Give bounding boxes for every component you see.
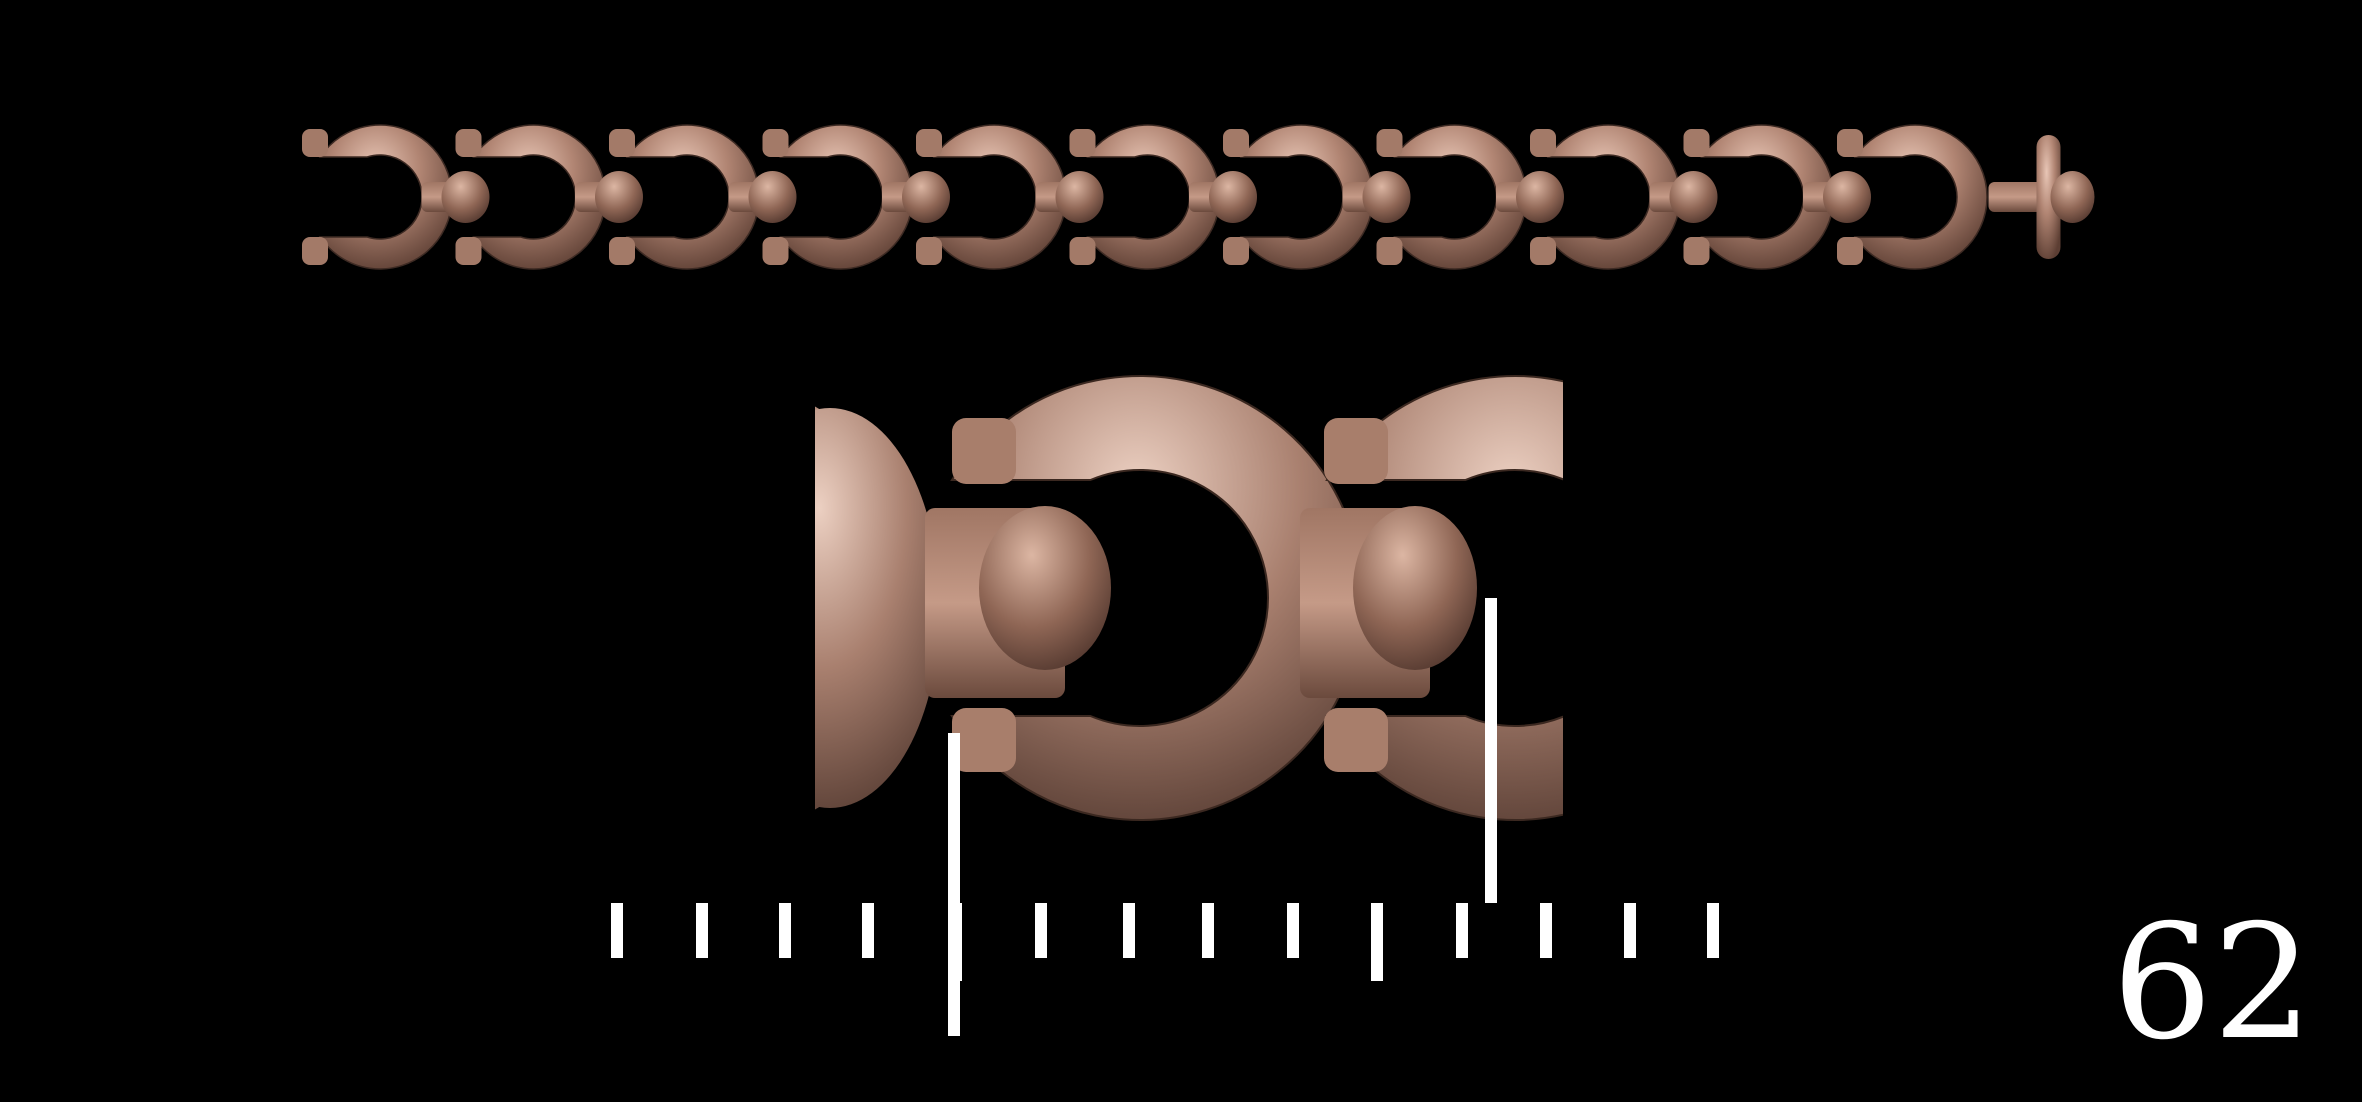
link-tip-bottom [762, 237, 789, 265]
scale-tick [1371, 903, 1383, 981]
link-tip-top [1530, 129, 1556, 157]
link-tip-bottom [916, 237, 942, 265]
link-tip-top [1683, 129, 1710, 157]
chain-end-piece [1988, 135, 2095, 259]
link-tip-bottom [302, 237, 328, 265]
link-bead [1362, 171, 1411, 223]
scale-tick [1707, 903, 1719, 958]
link-tip-bottom [1683, 237, 1710, 265]
link-crescent [932, 124, 1067, 270]
scale-tick [696, 903, 708, 958]
link-bead [1055, 171, 1104, 223]
detail-crescent-1 [950, 375, 1363, 821]
link-bead [902, 171, 950, 223]
link-tip-bottom [1069, 237, 1096, 265]
link-tip-top [1376, 129, 1403, 157]
scale-tick [1287, 903, 1299, 958]
link-tip-top [455, 129, 482, 157]
detail-bead-1 [979, 506, 1111, 670]
chain-link [575, 124, 760, 270]
link-tip-bottom [1837, 237, 1863, 265]
detail-bead-2 [1353, 506, 1477, 670]
link-tip-top [916, 129, 942, 157]
link-crescent [472, 124, 607, 270]
link-tip-top [1069, 129, 1096, 157]
plate-number: 62 [2112, 891, 2314, 1075]
link-crescent [318, 124, 453, 270]
link-tip-bottom [1223, 237, 1249, 265]
chain-overview [302, 124, 2095, 270]
link-crescent [779, 124, 914, 270]
link-crescent [1086, 124, 1221, 270]
scale-tick [1456, 903, 1468, 958]
detail-clip-group [815, 375, 1563, 821]
link-crescent [625, 124, 760, 270]
link-tip-top [1837, 129, 1863, 157]
chain-link [882, 124, 1067, 270]
link-bead [748, 171, 797, 223]
link-tip-bottom [455, 237, 482, 265]
link-tip-top [609, 129, 635, 157]
scale-tick [779, 903, 791, 958]
link-tip-bottom [1376, 237, 1403, 265]
link-crescent [1239, 124, 1374, 270]
detail-crescent-2 [1325, 375, 1563, 821]
link-tip-top [762, 129, 789, 157]
detail-partial-body [815, 408, 940, 808]
link-crescent [1853, 124, 1988, 270]
detail-tip-bottom-1 [952, 708, 1016, 772]
link-tip-bottom [1530, 237, 1556, 265]
chain-link [1342, 124, 1528, 270]
chain-link [1189, 124, 1374, 270]
link-tip-top [302, 129, 328, 157]
link-bead [1823, 171, 1871, 223]
link-crescent [1546, 124, 1681, 270]
end-bar [2036, 135, 2061, 259]
scale-tick [1540, 903, 1552, 958]
link-bead [1669, 171, 1718, 223]
detail-view [815, 375, 1563, 821]
scale-tick [1123, 903, 1135, 958]
link-tip-bottom [609, 237, 635, 265]
scale-tick [611, 903, 623, 958]
chain-link [728, 124, 914, 270]
detail-tip-top-1 [952, 418, 1016, 484]
chain-link [1035, 124, 1221, 270]
chain-link [302, 124, 453, 270]
indicator-line-right [1485, 598, 1497, 903]
scale-tick [862, 903, 874, 958]
chain-link [421, 124, 607, 270]
link-crescent [1393, 124, 1528, 270]
detail-tip-top-2 [1324, 418, 1388, 484]
chain-link [1496, 124, 1681, 270]
link-bead [595, 171, 643, 223]
link-tip-top [1223, 129, 1249, 157]
chain-link [1649, 124, 1835, 270]
scale-tick [1624, 903, 1636, 958]
end-knob [2050, 171, 2095, 223]
indicator-line-left [948, 733, 960, 1036]
scale-ruler [611, 598, 1719, 1036]
scale-tick [1202, 903, 1214, 958]
scale-tick [1035, 903, 1047, 958]
chain-link [1803, 124, 1988, 270]
link-crescent [1700, 124, 1835, 270]
link-bead [441, 171, 490, 223]
link-bead [1516, 171, 1564, 223]
detail-tip-bottom-2 [1324, 708, 1388, 772]
link-bead [1209, 171, 1257, 223]
